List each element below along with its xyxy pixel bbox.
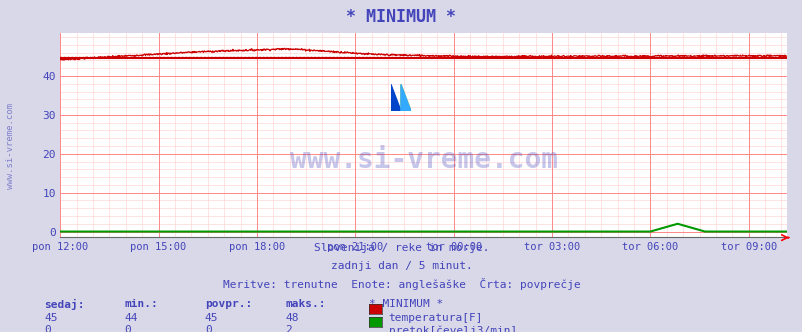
- Text: 0: 0: [205, 325, 211, 332]
- Text: temperatura[F]: temperatura[F]: [388, 313, 483, 323]
- Text: min.:: min.:: [124, 299, 158, 309]
- Text: www.si-vreme.com: www.si-vreme.com: [6, 103, 15, 189]
- Text: Meritve: trenutne  Enote: anglešaške  Črta: povprečje: Meritve: trenutne Enote: anglešaške Črta…: [222, 278, 580, 290]
- Polygon shape: [400, 84, 411, 111]
- Text: 48: 48: [285, 313, 298, 323]
- Text: 45: 45: [205, 313, 218, 323]
- Text: 45: 45: [44, 313, 58, 323]
- Text: * MINIMUM *: * MINIMUM *: [346, 8, 456, 26]
- Text: 0: 0: [124, 325, 131, 332]
- Text: pretok[čevelj3/min]: pretok[čevelj3/min]: [388, 325, 516, 332]
- Text: zadnji dan / 5 minut.: zadnji dan / 5 minut.: [330, 261, 472, 271]
- Text: Slovenija / reke in morje.: Slovenija / reke in morje.: [314, 243, 488, 253]
- Text: 44: 44: [124, 313, 138, 323]
- Text: 0: 0: [44, 325, 51, 332]
- Polygon shape: [391, 84, 400, 111]
- Polygon shape: [400, 84, 411, 111]
- Text: maks.:: maks.:: [285, 299, 325, 309]
- Text: www.si-vreme.com: www.si-vreme.com: [290, 146, 557, 174]
- Text: 2: 2: [285, 325, 291, 332]
- Text: * MINIMUM *: * MINIMUM *: [369, 299, 443, 309]
- Text: povpr.:: povpr.:: [205, 299, 252, 309]
- Text: sedaj:: sedaj:: [44, 299, 84, 310]
